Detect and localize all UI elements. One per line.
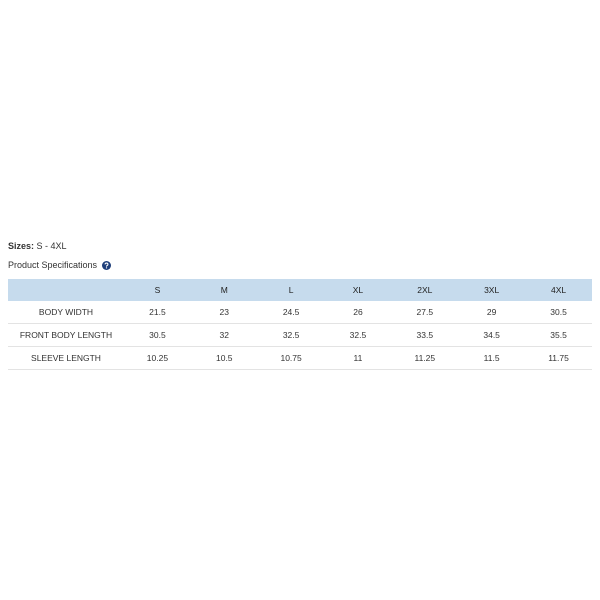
measurement: 32	[190, 323, 258, 347]
measurement: 33.5	[391, 323, 459, 347]
measurement: 29	[458, 301, 526, 324]
table-body: BODY WIDTH 21.5 23 24.5 26 27.5 29 30.5 FRONT BO…	[8, 301, 592, 370]
measurement: 11.5	[458, 346, 526, 370]
sizes-line: Sizes: S - 4XL	[8, 239, 592, 253]
size-chart: Sizes: S - 4XL Product Specifications S M…	[8, 239, 592, 370]
measurement: 11	[324, 346, 392, 370]
size-header: S	[154, 285, 161, 295]
measurement: 34.5	[458, 323, 526, 347]
measurement: 21.5	[124, 301, 191, 324]
size-header: XL	[352, 285, 364, 295]
size-header: L	[288, 285, 294, 295]
help-icon[interactable]	[102, 260, 112, 270]
measurement: 27.5	[391, 301, 459, 324]
measurement: 11.75	[525, 346, 592, 370]
row-label: BODY WIDTH	[8, 301, 124, 324]
measurement: 30.5	[525, 301, 592, 324]
spec-heading: Product Specifications	[8, 257, 592, 273]
measurement: 10.75	[257, 346, 325, 370]
measurement: 10.25	[124, 346, 191, 370]
measurement: 26	[324, 301, 392, 324]
row-label: SLEEVE LENGTH	[8, 346, 124, 370]
measurement: 35.5	[525, 323, 592, 347]
sizes-label: Sizes:	[8, 241, 35, 251]
corner-cell	[8, 279, 124, 301]
size-header: 2XL	[417, 285, 433, 295]
spec-title: Product Specifications	[8, 260, 98, 270]
row-label: FRONT BODY LENGTH	[8, 323, 124, 347]
measurement: 24.5	[257, 301, 325, 324]
size-header: 3XL	[484, 285, 500, 295]
spec-row: BODY WIDTH 21.5 23 24.5 26 27.5 29 30.5	[8, 301, 592, 324]
sizes-value: S - 4XL	[36, 241, 67, 251]
measurement: 11.25	[391, 346, 459, 370]
measurement: 10.5	[190, 346, 258, 370]
spec-row: SLEEVE LENGTH 10.25 10.5 10.75 11 11.25 11.5 11…	[8, 346, 592, 370]
header-row: S M L XL 2XL 3XL 4XL	[8, 279, 592, 301]
measurement: 32.5	[257, 323, 325, 347]
size-header: M	[220, 285, 228, 295]
spec-row: FRONT BODY LENGTH 30.5 32 32.5 32.5 33.5 34.5 3…	[8, 323, 592, 347]
spec-table: S M L XL 2XL 3XL 4XL BODY WIDTH 21.5 23 24.5 26 27.…	[8, 279, 592, 370]
measurement: 32.5	[324, 323, 392, 347]
measurement: 30.5	[124, 323, 191, 347]
size-header: 4XL	[550, 285, 567, 295]
measurement: 23	[190, 301, 258, 324]
